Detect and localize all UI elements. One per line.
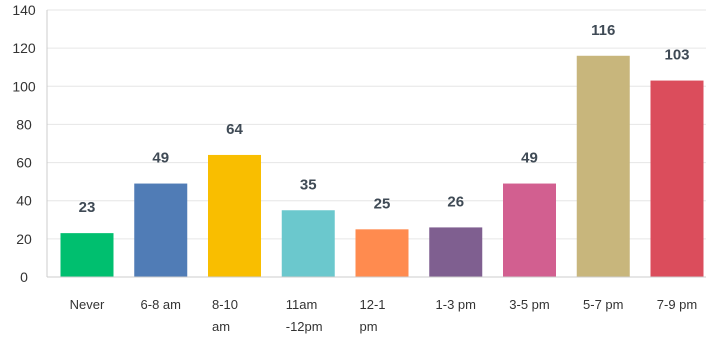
y-axis-ticks: 0 20 40 60 80 100 120 140 xyxy=(12,2,36,285)
bar xyxy=(650,80,704,277)
x-tick-label: 5-7 pm xyxy=(583,297,623,312)
bar xyxy=(281,210,335,277)
x-tick-label: 11am xyxy=(286,297,318,312)
y-tick-label: 140 xyxy=(12,2,36,18)
data-label: 103 xyxy=(664,47,689,64)
y-tick-label: 40 xyxy=(16,193,32,209)
bar xyxy=(429,227,483,277)
y-tick-label: 60 xyxy=(16,155,32,171)
x-tick-label: 7-9 pm xyxy=(657,297,697,312)
x-tick-label: Never xyxy=(70,297,105,312)
data-label: 49 xyxy=(521,150,538,167)
y-tick-label: 20 xyxy=(16,231,32,247)
bar xyxy=(503,183,556,277)
y-tick-label: 80 xyxy=(16,116,32,132)
y-tick-label: 120 xyxy=(12,40,36,56)
data-label: 49 xyxy=(152,150,169,167)
x-tick-label: 3-5 pm xyxy=(509,297,549,312)
data-label: 35 xyxy=(300,176,317,193)
bar xyxy=(576,55,630,278)
bar xyxy=(134,183,188,277)
data-label: 26 xyxy=(447,193,464,210)
data-labels: 23 49 64 35 25 26 49 116 103 xyxy=(79,22,690,216)
x-tick-label: 6-8 am xyxy=(141,297,181,312)
x-axis-ticks: Never 6-8 am 8-10 am 11am -12pm 12-1 pm 1-3 pm 3-… xyxy=(70,297,698,334)
x-tick-label: pm xyxy=(360,319,378,334)
x-tick-label: -12pm xyxy=(286,319,323,334)
data-label: 25 xyxy=(374,195,391,212)
y-tick-label: 100 xyxy=(12,78,36,94)
data-label: 23 xyxy=(79,199,96,216)
x-tick-label: 1-3 pm xyxy=(436,297,476,312)
data-label: 64 xyxy=(226,121,243,138)
data-label: 116 xyxy=(591,22,615,39)
bar xyxy=(355,229,409,277)
y-tick-label: 0 xyxy=(20,269,28,285)
bar xyxy=(208,154,261,277)
x-tick-label: 8-10 xyxy=(212,297,238,312)
x-tick-label: 12-1 xyxy=(360,297,386,312)
bars xyxy=(60,55,704,278)
x-tick-label: am xyxy=(212,319,230,334)
bar xyxy=(60,233,114,277)
